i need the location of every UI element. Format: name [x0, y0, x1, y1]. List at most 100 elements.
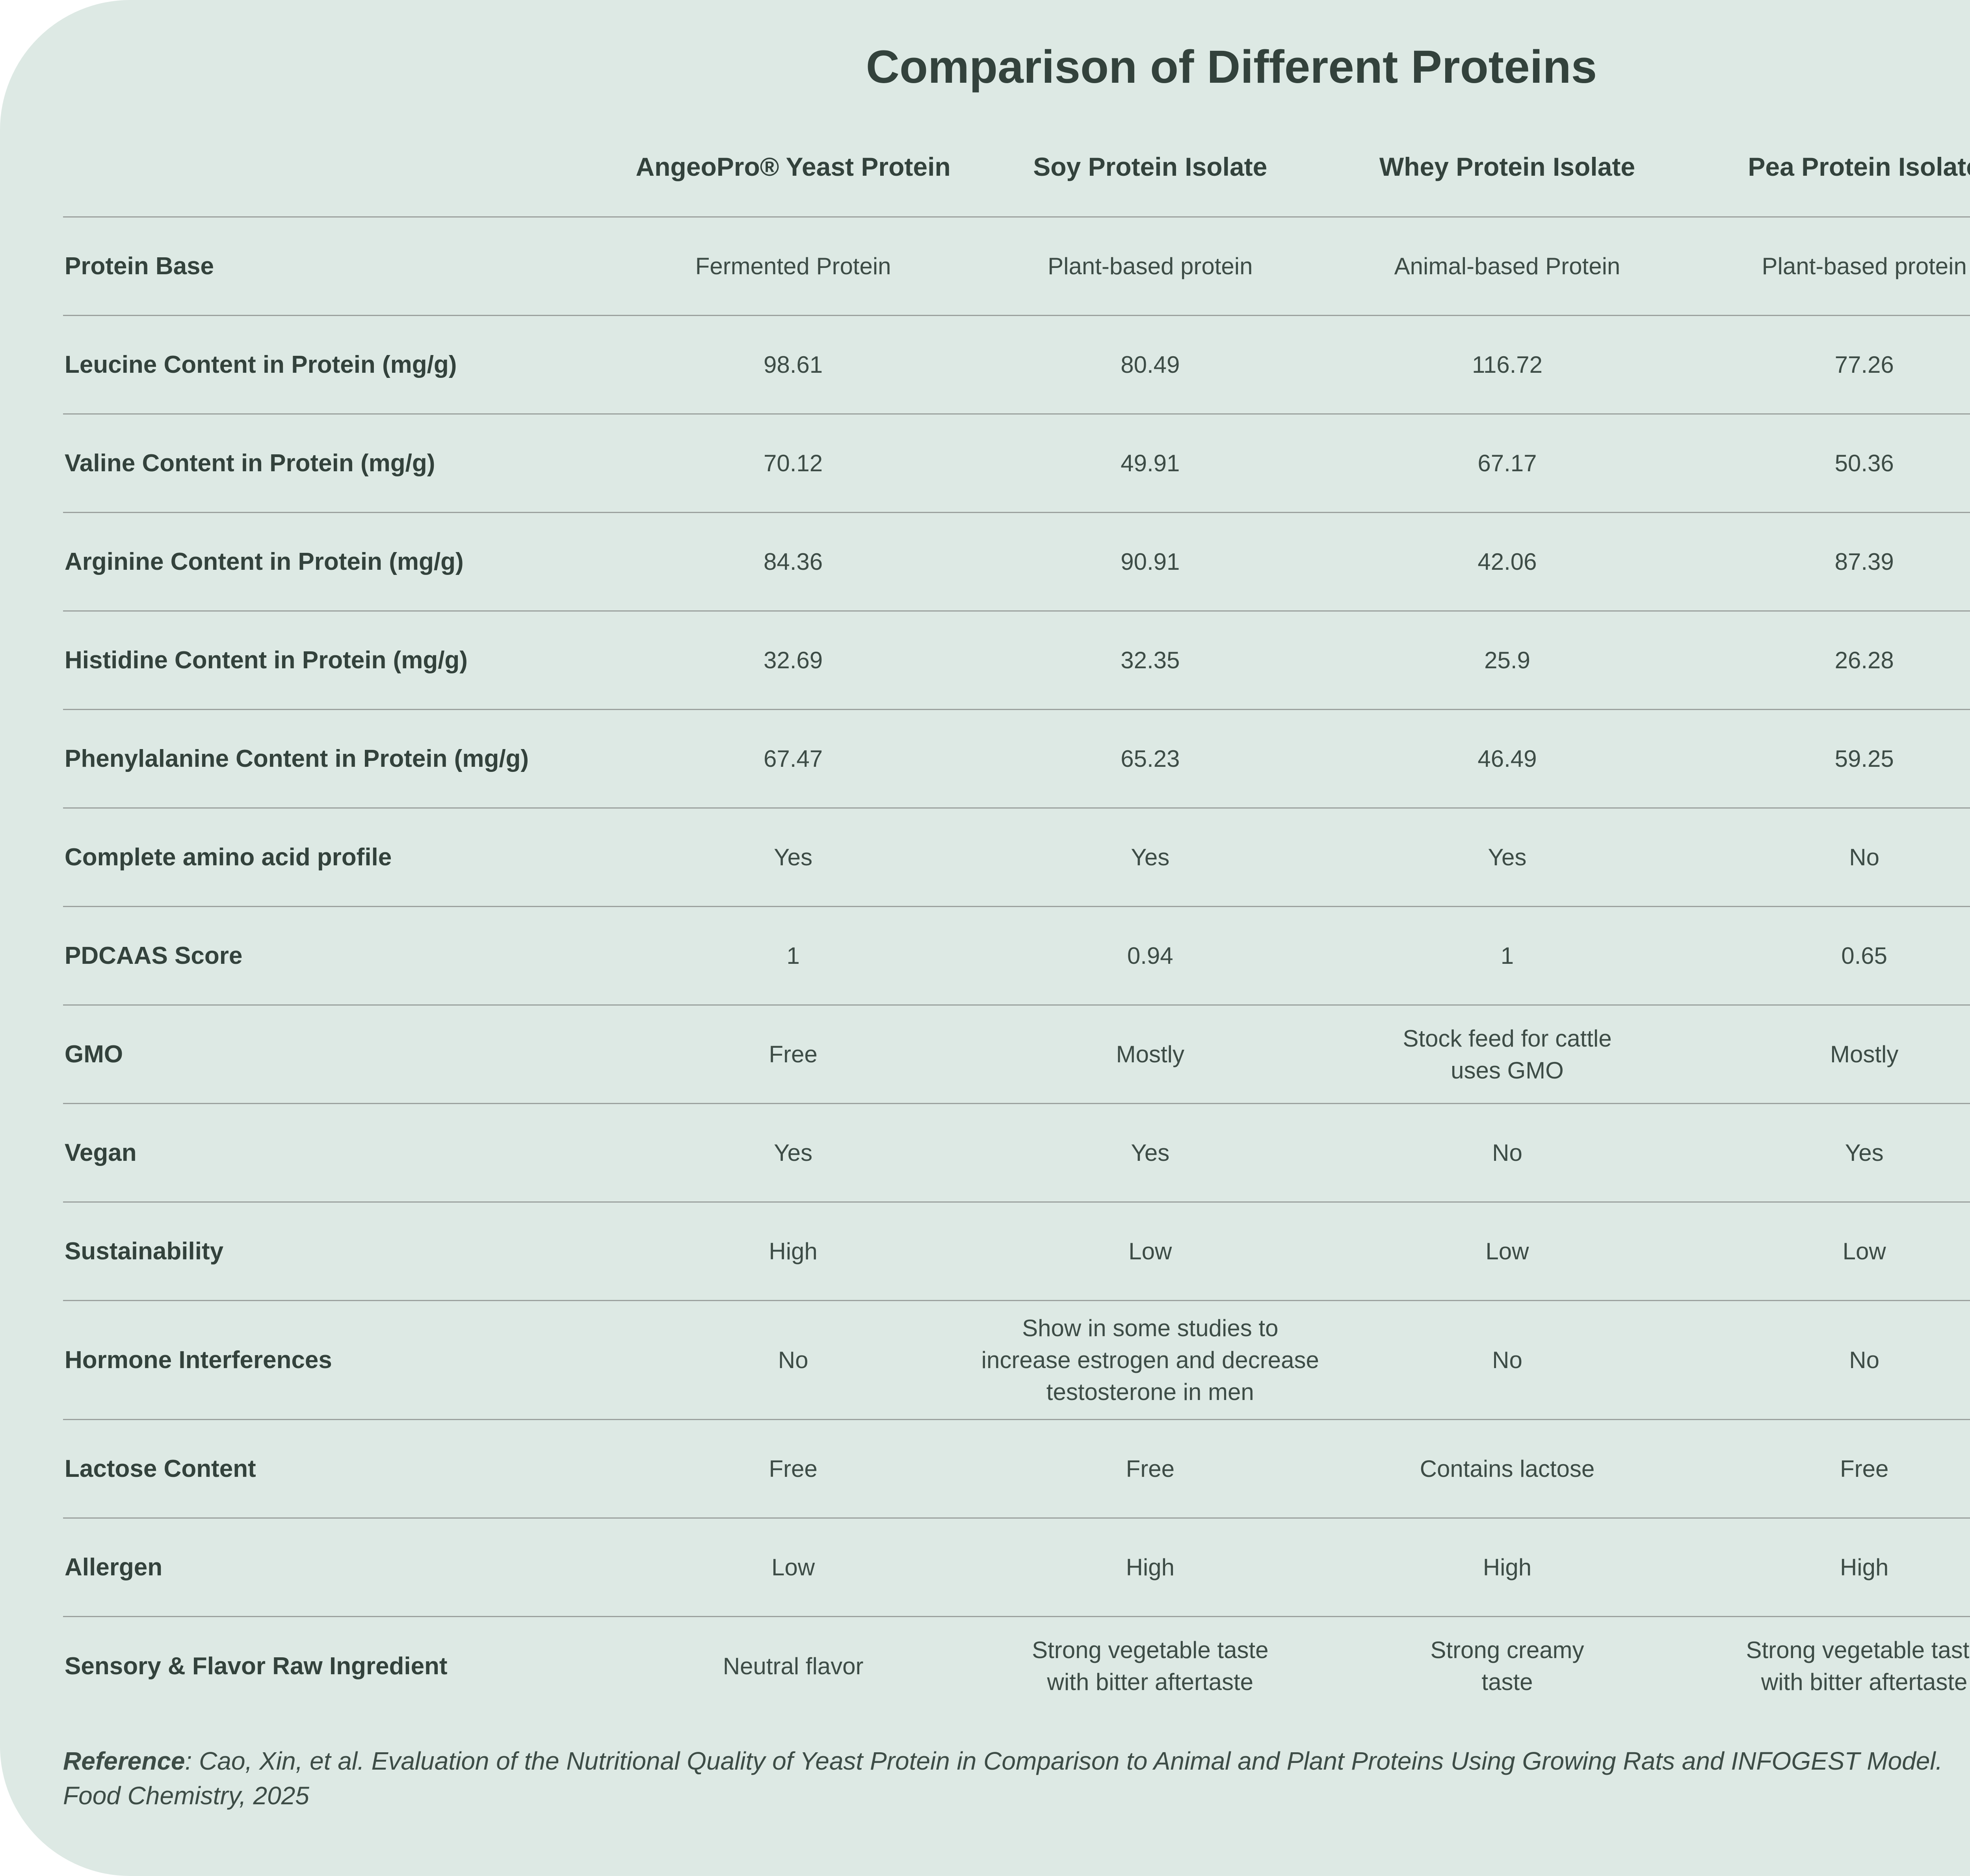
column-header-angeopro-yeast-protein: AngeoPro® Yeast Protein — [636, 152, 951, 181]
table-cell: 50.36 — [1834, 450, 1894, 477]
row-label: Sustainability — [65, 1237, 224, 1265]
row-label: Arginine Content in Protein (mg/g) — [65, 548, 464, 575]
reference: Reference: Cao, Xin, et al. Evaluation o… — [63, 1744, 1970, 1813]
table-row: Hormone Interferences No Show in some stu… — [63, 1300, 1970, 1420]
reference-label: Reference — [63, 1746, 185, 1775]
table-cell: Plant-based protein — [1762, 253, 1967, 280]
table-cell: 32.69 — [764, 647, 823, 674]
reference-journal: Food Chemistry, 2025 — [63, 1781, 309, 1810]
table-body: Protein Base Fermented Protein Plant-base… — [63, 217, 1970, 1715]
row-label: Hormone Interferences — [65, 1346, 332, 1374]
table-cell: 25.9 — [1484, 647, 1530, 674]
table-row: Leucine Content in Protein (mg/g) 98.61 8… — [63, 315, 1970, 414]
table-cell: No — [1849, 844, 1879, 871]
table-cell: High — [1840, 1554, 1889, 1581]
column-header-pea-protein-isolate: Pea Protein Isolate — [1748, 152, 1970, 181]
table-cell: Animal-based Protein — [1394, 253, 1621, 280]
table-cell: Low — [1842, 1238, 1886, 1265]
row-label: Leucine Content in Protein (mg/g) — [65, 351, 457, 378]
table-cell: Mostly — [1116, 1041, 1184, 1068]
table-cell: No — [778, 1347, 808, 1374]
page-title: Comparison of Different Proteins — [866, 41, 1597, 93]
table-cell: High — [1483, 1554, 1532, 1581]
table-cell: Strong creamy taste — [1430, 1637, 1584, 1696]
table-cell: No — [1492, 1347, 1522, 1374]
table-row: Phenylalanine Content in Protein (mg/g) … — [63, 709, 1970, 808]
table-row: Lactose Content Free Free Contains lactose… — [63, 1419, 1970, 1518]
table-cell: High — [769, 1238, 818, 1265]
table-cell: Strong vegetable taste with bitter after… — [1032, 1637, 1269, 1696]
table-cell: 42.06 — [1478, 548, 1537, 575]
table-cell: 0.65 — [1841, 943, 1888, 969]
table-cell: 98.61 — [764, 351, 823, 378]
row-label: Complete amino acid profile — [65, 843, 392, 871]
row-label: Vegan — [65, 1139, 137, 1166]
column-header-soy-protein-isolate: Soy Protein Isolate — [1033, 152, 1267, 181]
table-cell: 49.91 — [1121, 450, 1180, 477]
table-cell: Low — [1485, 1238, 1529, 1265]
table-cell: 70.12 — [764, 450, 823, 477]
table-row: Valine Content in Protein (mg/g) 70.12 49… — [63, 414, 1970, 513]
table-cell: Yes — [1131, 844, 1170, 871]
row-label: Allergen — [65, 1553, 163, 1581]
row-label: Lactose Content — [65, 1455, 256, 1482]
table-cell: Strong vegetable taste with bitter after… — [1746, 1637, 1970, 1696]
table-cell: Show in some studies to increase estroge… — [981, 1315, 1319, 1406]
table-cell: Free — [1126, 1456, 1175, 1482]
table-row: Vegan YesYesNoYesYes — [63, 1103, 1970, 1202]
table-cell: 1 — [786, 943, 800, 969]
table-cell: Contains lactose — [1420, 1456, 1595, 1482]
table-cell: 46.49 — [1478, 746, 1537, 772]
table-cell: 67.17 — [1478, 450, 1537, 477]
row-label: PDCAAS Score — [65, 942, 243, 969]
table-cell: Yes — [1488, 844, 1527, 871]
table-cell: 116.72 — [1472, 351, 1543, 378]
reference-citation: Cao, Xin, et al. Evaluation of the Nutri… — [199, 1746, 1943, 1775]
table-row: Allergen LowHighHighHighHigh — [63, 1518, 1970, 1617]
row-label: Valine Content in Protein (mg/g) — [65, 449, 435, 477]
table-cell: 65.23 — [1121, 746, 1180, 772]
table-cell: Free — [769, 1041, 818, 1068]
table-cell: Plant-based protein — [1048, 253, 1253, 280]
table-cell: 26.28 — [1834, 647, 1894, 674]
table-cell: 67.47 — [764, 746, 823, 772]
row-label: Phenylalanine Content in Protein (mg/g) — [65, 745, 529, 772]
table-cell: 84.36 — [764, 548, 823, 575]
table-cell: Neutral flavor — [723, 1653, 864, 1679]
row-label: GMO — [65, 1040, 123, 1068]
table-row: Protein Base Fermented Protein Plant-base… — [63, 217, 1970, 316]
table-cell: 1 — [1500, 943, 1514, 969]
table-cell: Yes — [1845, 1140, 1884, 1166]
row-label: Protein Base — [65, 252, 214, 280]
table-cell: High — [1126, 1554, 1175, 1581]
column-header-whey-protein-isolate: Whey Protein Isolate — [1379, 152, 1635, 181]
table-cell: 87.39 — [1834, 548, 1894, 575]
table-row: Arginine Content in Protein (mg/g) 84.36… — [63, 512, 1970, 611]
reference-separator: : — [185, 1746, 199, 1775]
table-cell: 59.25 — [1834, 746, 1894, 772]
table-cell: Stock feed for cattle uses GMO — [1403, 1025, 1612, 1084]
table-cell: 32.35 — [1121, 647, 1180, 674]
table-cell: 80.49 — [1121, 351, 1180, 378]
table-row: Sensory & Flavor Raw Ingredient Neutral … — [63, 1616, 1970, 1715]
table-cell: No — [1492, 1140, 1522, 1166]
table-cell: Free — [1840, 1456, 1889, 1482]
table-cell: Low — [1128, 1238, 1172, 1265]
row-label: Histidine Content in Protein (mg/g) — [65, 646, 468, 674]
comparison-table: AngeoPro® Yeast Protein Soy Protein Isol… — [63, 117, 1970, 1715]
table-cell: Free — [769, 1456, 818, 1482]
table-cell: No — [1849, 1347, 1879, 1374]
table-cell: Low — [771, 1554, 815, 1581]
table-cell: Yes — [774, 844, 813, 871]
table-cell: 77.26 — [1834, 351, 1894, 378]
table-cell: Yes — [1131, 1140, 1170, 1166]
table-row: GMO Free Mostly Stock feed for cattle uses… — [63, 1005, 1970, 1104]
table-row: Histidine Content in Protein (mg/g) 32.6… — [63, 611, 1970, 710]
table-cell: 0.94 — [1127, 943, 1173, 969]
header-blank-cell — [63, 117, 615, 217]
row-label: Sensory & Flavor Raw Ingredient — [65, 1652, 448, 1680]
table-row: Complete amino acid profile YesYesYesNoN… — [63, 808, 1970, 907]
table-cell: Fermented Protein — [695, 253, 891, 280]
table-row: Sustainability HighLowLowLowLow — [63, 1202, 1970, 1301]
